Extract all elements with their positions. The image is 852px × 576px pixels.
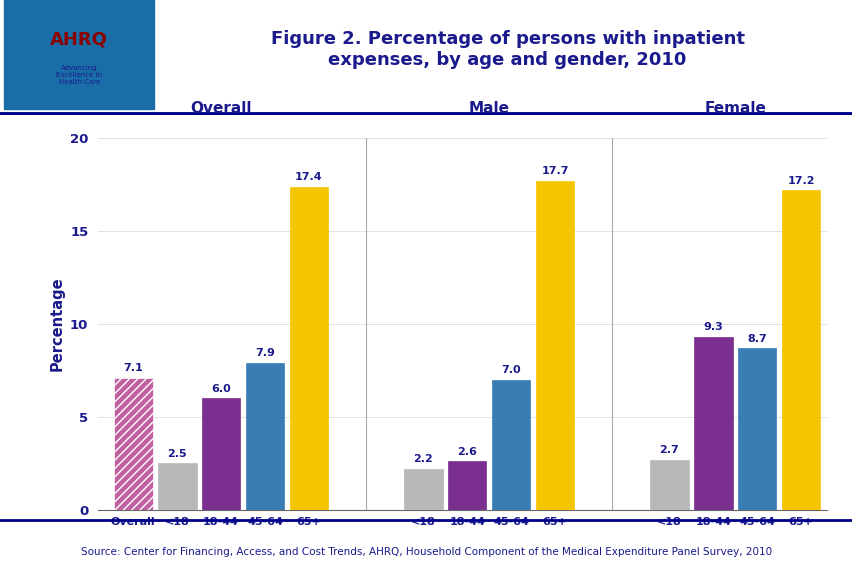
Bar <box>158 463 196 510</box>
Text: Female: Female <box>704 101 765 116</box>
Bar <box>114 378 153 510</box>
Text: 7.9: 7.9 <box>255 348 274 358</box>
Text: 2.2: 2.2 <box>413 454 433 464</box>
Text: 7.1: 7.1 <box>124 363 143 373</box>
Text: Source: Center for Financing, Access, and Cost Trends, AHRQ, Household Component: Source: Center for Financing, Access, an… <box>81 547 771 557</box>
Text: 17.4: 17.4 <box>295 172 322 182</box>
Bar <box>737 348 775 510</box>
Bar <box>693 337 732 510</box>
Text: AHRQ: AHRQ <box>50 30 108 48</box>
Bar <box>245 363 284 510</box>
Bar <box>491 380 530 510</box>
Text: Overall: Overall <box>190 101 251 116</box>
Bar <box>447 461 486 510</box>
FancyBboxPatch shape <box>4 0 153 109</box>
Bar <box>780 190 820 510</box>
Text: 17.2: 17.2 <box>786 176 814 185</box>
Text: 2.6: 2.6 <box>457 447 476 457</box>
Bar <box>202 399 240 510</box>
Bar <box>649 460 688 510</box>
Text: 8.7: 8.7 <box>746 334 766 343</box>
Text: 2.7: 2.7 <box>659 445 678 455</box>
Text: Male: Male <box>468 101 509 116</box>
Text: 17.7: 17.7 <box>541 166 568 176</box>
Bar <box>535 181 573 510</box>
Bar <box>403 469 442 510</box>
Text: 7.0: 7.0 <box>501 365 521 375</box>
Text: Figure 2. Percentage of persons with inpatient
expenses, by age and gender, 2010: Figure 2. Percentage of persons with inp… <box>270 30 744 69</box>
Text: 2.5: 2.5 <box>167 449 187 458</box>
Text: 6.0: 6.0 <box>211 384 231 393</box>
Bar <box>290 187 328 510</box>
Text: 9.3: 9.3 <box>703 323 722 332</box>
Text: Advancing
Excellence in
Health Care: Advancing Excellence in Health Care <box>56 65 102 85</box>
Y-axis label: Percentage: Percentage <box>49 276 65 372</box>
